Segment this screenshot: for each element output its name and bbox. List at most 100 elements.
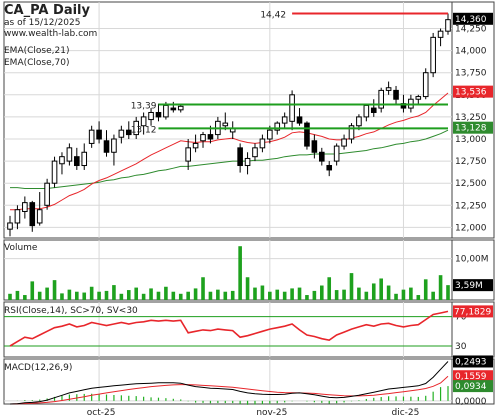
rsi-band-label: 30 xyxy=(455,342,467,352)
rsi-band-label: 70 xyxy=(455,313,467,323)
candle-up xyxy=(88,129,95,144)
candle-up xyxy=(192,142,199,149)
volume-bar xyxy=(119,293,124,300)
rsi-value-label: 77,1829 xyxy=(454,307,491,317)
support-label-upper: 13,39 xyxy=(131,102,157,112)
volume-bar xyxy=(297,287,302,300)
volume-bar xyxy=(208,291,213,300)
volume-bar xyxy=(178,293,183,300)
volume-bar xyxy=(357,287,361,300)
volume-bar xyxy=(15,290,20,300)
candle-up xyxy=(244,157,251,167)
price-pane-frame xyxy=(3,1,453,239)
candle-down xyxy=(370,107,377,113)
macd-line xyxy=(9,361,449,405)
volume-bar xyxy=(401,289,406,300)
chart-title: CA_PA Daily xyxy=(4,3,90,18)
volume-bar xyxy=(386,285,391,300)
candle-down xyxy=(296,116,303,124)
price-value-box xyxy=(453,12,493,25)
macd-value-label: 0,2493 xyxy=(455,357,487,367)
volume-bar xyxy=(416,295,421,300)
price-tick-label: 13,750 xyxy=(455,69,487,79)
volume-bar xyxy=(334,290,339,300)
candle-up xyxy=(59,156,65,165)
volume-bar xyxy=(156,291,161,300)
volume-value-label: 3,59M xyxy=(455,281,483,291)
candle-down xyxy=(326,165,333,171)
price-value-label: 14,360 xyxy=(455,15,487,25)
candle-up xyxy=(378,89,384,109)
candle-down xyxy=(304,122,310,147)
candle-up xyxy=(44,182,50,206)
candle-up xyxy=(274,122,281,131)
volume-bar xyxy=(446,285,450,300)
x-tick-label: dic-25 xyxy=(392,408,420,418)
candle-up xyxy=(252,147,258,158)
candle-down xyxy=(207,134,214,140)
macd-tick-label: 0,0000 xyxy=(455,397,487,407)
ema-short-label: EMA(Close,21) xyxy=(4,46,70,56)
volume-bar xyxy=(8,293,12,300)
volume-bar xyxy=(193,288,198,300)
price-tick-label: 12,000 xyxy=(455,223,487,233)
volume-bar xyxy=(312,290,317,300)
ema-long-line xyxy=(10,129,449,189)
candle-up xyxy=(7,222,13,230)
candle-up xyxy=(51,160,58,184)
volume-bar xyxy=(67,289,72,300)
rsi-title: RSI(Close,14), SC>70, SV<30 xyxy=(4,306,138,316)
volume-bar xyxy=(149,288,153,300)
candle-down xyxy=(29,202,36,227)
candle-down xyxy=(96,129,102,140)
candle-up xyxy=(81,151,88,167)
candle-up xyxy=(111,138,117,153)
ema-short-line xyxy=(10,92,449,211)
candle-up xyxy=(341,138,347,147)
volume-bar xyxy=(364,291,369,300)
volume-bar xyxy=(268,291,272,300)
volume-bar xyxy=(37,291,42,300)
candle-up xyxy=(445,19,451,32)
volume-bar xyxy=(327,277,332,300)
candle-up xyxy=(140,116,147,127)
volume-bar xyxy=(164,286,168,300)
volume-bar xyxy=(216,289,220,300)
volume-bar xyxy=(371,283,376,300)
volume-bar xyxy=(253,287,257,300)
candle-up xyxy=(148,111,154,121)
candle-down xyxy=(170,107,177,111)
candle-up xyxy=(22,202,28,212)
volume-bar xyxy=(45,287,49,300)
candle-up xyxy=(185,147,191,162)
volume-bar xyxy=(141,293,146,300)
price-tick-label: 12,250 xyxy=(455,201,487,211)
volume-bar xyxy=(112,285,116,300)
macd-value-box xyxy=(453,380,493,393)
candle-up xyxy=(163,104,169,118)
candle-down xyxy=(318,151,325,162)
candle-up xyxy=(422,72,429,98)
volume-bar xyxy=(409,287,413,300)
volume-bar xyxy=(134,287,139,300)
price-value-label: 13,536 xyxy=(455,88,487,98)
volume-bar xyxy=(275,289,280,300)
candle-up xyxy=(133,120,140,136)
volume-bar xyxy=(186,291,190,300)
candle-up xyxy=(259,138,266,149)
volume-bar xyxy=(431,291,435,300)
volume-bar xyxy=(319,285,324,300)
support-label-lower: 13,12 xyxy=(131,125,157,135)
volume-bar xyxy=(75,291,79,300)
volume-bar xyxy=(290,288,294,300)
macd-title: MACD(12,26,9) xyxy=(4,363,73,373)
candle-down xyxy=(125,129,132,136)
candle-up xyxy=(356,116,362,127)
candle-up xyxy=(333,145,340,162)
volume-bar xyxy=(394,293,398,300)
candle-up xyxy=(36,209,43,224)
volume-bar xyxy=(52,280,57,300)
volume-bar xyxy=(201,277,205,300)
volume-bar xyxy=(342,289,346,300)
